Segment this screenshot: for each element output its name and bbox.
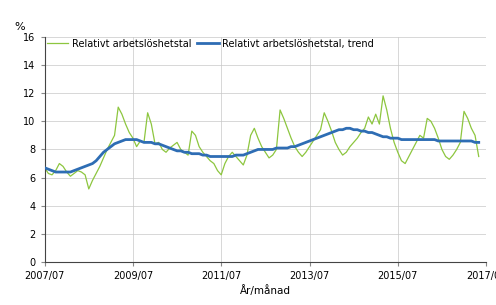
Legend: Relativt arbetslöshetstal, Relativt arbetslöshetstal, trend: Relativt arbetslöshetstal, Relativt arbe… <box>47 38 374 48</box>
Relativt arbetslöshetstal <box>133 145 139 149</box>
Relativt arbetslöshetstal <box>182 150 187 154</box>
Relativt arbetslöshetstal <box>476 155 482 158</box>
Relativt arbetslöshetstal, trend <box>42 166 48 170</box>
Relativt arbetslöshetstal <box>398 159 404 163</box>
Line: Relativt arbetslöshetstal, trend: Relativt arbetslöshetstal, trend <box>45 128 479 172</box>
Relativt arbetslöshetstal <box>421 136 427 140</box>
Relativt arbetslöshetstal, trend <box>476 141 482 144</box>
Line: Relativt arbetslöshetstal: Relativt arbetslöshetstal <box>45 96 479 189</box>
Relativt arbetslöshetstal, trend <box>53 170 59 174</box>
Relativt arbetslöshetstal, trend <box>182 150 187 154</box>
Relativt arbetslöshetstal, trend <box>299 142 305 146</box>
Relativt arbetslöshetstal <box>86 187 92 191</box>
Relativt arbetslöshetstal <box>380 94 386 98</box>
Relativt arbetslöshetstal <box>362 127 368 130</box>
Relativt arbetslöshetstal, trend <box>343 127 349 130</box>
Text: %: % <box>14 22 25 32</box>
X-axis label: År/månad: År/månad <box>240 285 291 296</box>
Relativt arbetslöshetstal <box>299 155 305 158</box>
Relativt arbetslöshetstal, trend <box>421 138 427 142</box>
Relativt arbetslöshetstal, trend <box>133 138 139 142</box>
Relativt arbetslöshetstal, trend <box>398 138 404 142</box>
Relativt arbetslöshetstal, trend <box>366 131 372 135</box>
Relativt arbetslöshetstal <box>42 166 48 170</box>
